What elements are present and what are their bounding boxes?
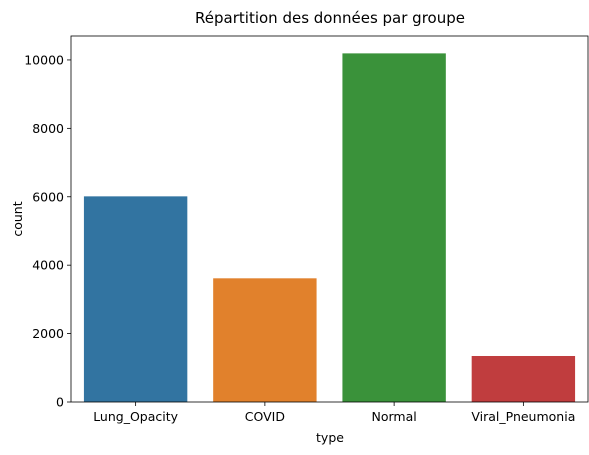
x-tick-label: Lung_Opacity — [93, 409, 178, 424]
x-tick-label: Viral_Pneumonia — [471, 409, 575, 424]
y-tick-label: 8000 — [32, 121, 64, 136]
y-axis: 0 2000 4000 6000 8000 10000 — [24, 52, 71, 410]
y-tick-label: 6000 — [32, 189, 64, 204]
y-tick-label: 10000 — [24, 52, 64, 67]
x-tick-label: Normal — [372, 409, 417, 424]
y-tick-label: 4000 — [32, 258, 64, 273]
x-tick-label: COVID — [245, 409, 285, 424]
bar-viral-pneumonia — [471, 355, 576, 402]
bar-covid — [213, 278, 317, 402]
bar-lung-opacity — [83, 196, 188, 402]
chart-title: Répartition des données par groupe — [195, 9, 465, 27]
x-axis: Lung_Opacity COVID Normal Viral_Pneumonia — [93, 402, 575, 424]
y-tick-label: 2000 — [32, 326, 64, 341]
x-axis-label: type — [316, 430, 344, 445]
bar-normal — [342, 53, 446, 402]
y-axis-label: count — [10, 201, 25, 236]
bars-group — [83, 53, 576, 402]
plot-frame — [70, 35, 589, 403]
y-tick-label: 0 — [56, 395, 64, 410]
